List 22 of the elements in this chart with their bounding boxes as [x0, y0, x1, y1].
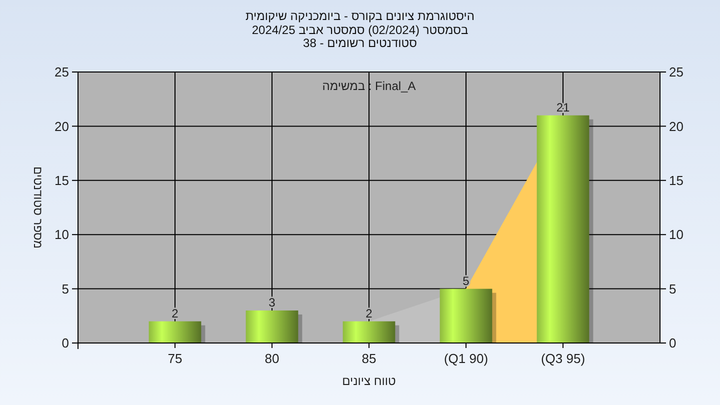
y2-tick-label: 5 — [669, 281, 676, 296]
annotation: במשימה : Final_A — [322, 79, 416, 93]
y-tick-label: 10 — [54, 227, 69, 242]
x-tick-label: (Q1 90) — [444, 351, 488, 366]
y2-tick-label: 0 — [669, 336, 676, 351]
x-tick-label: 75 — [168, 351, 182, 366]
chart-subtitle: בסמסטר (02/2024) סמסטר אביב 2024/25 סטודנטים רשומים - 38 — [252, 23, 468, 50]
x-tick-label: 80 — [264, 351, 280, 366]
chart-title: היסטוגרמת ציונים בקורס - ביומכניקה שיקומית — [245, 9, 475, 23]
y-tick-label: 5 — [62, 281, 69, 296]
y2-tick-label: 10 — [669, 227, 684, 242]
x-tick-label: 85 — [362, 351, 376, 366]
y2-tick-label: 25 — [669, 64, 684, 80]
x-axis-title: טווח ציונים — [342, 374, 396, 388]
x-tick-label: (Q3 95) — [540, 351, 586, 366]
y-tick-label: 0 — [62, 336, 69, 351]
y2-tick-label: 15 — [669, 172, 684, 188]
y-tick-label: 15 — [54, 172, 69, 188]
y-tick-label: 25 — [54, 64, 69, 80]
y2-tick-label: 20 — [669, 118, 684, 134]
y-tick-label: 20 — [54, 118, 69, 134]
y-axis-title: מספר סטודנטים — [31, 166, 45, 249]
